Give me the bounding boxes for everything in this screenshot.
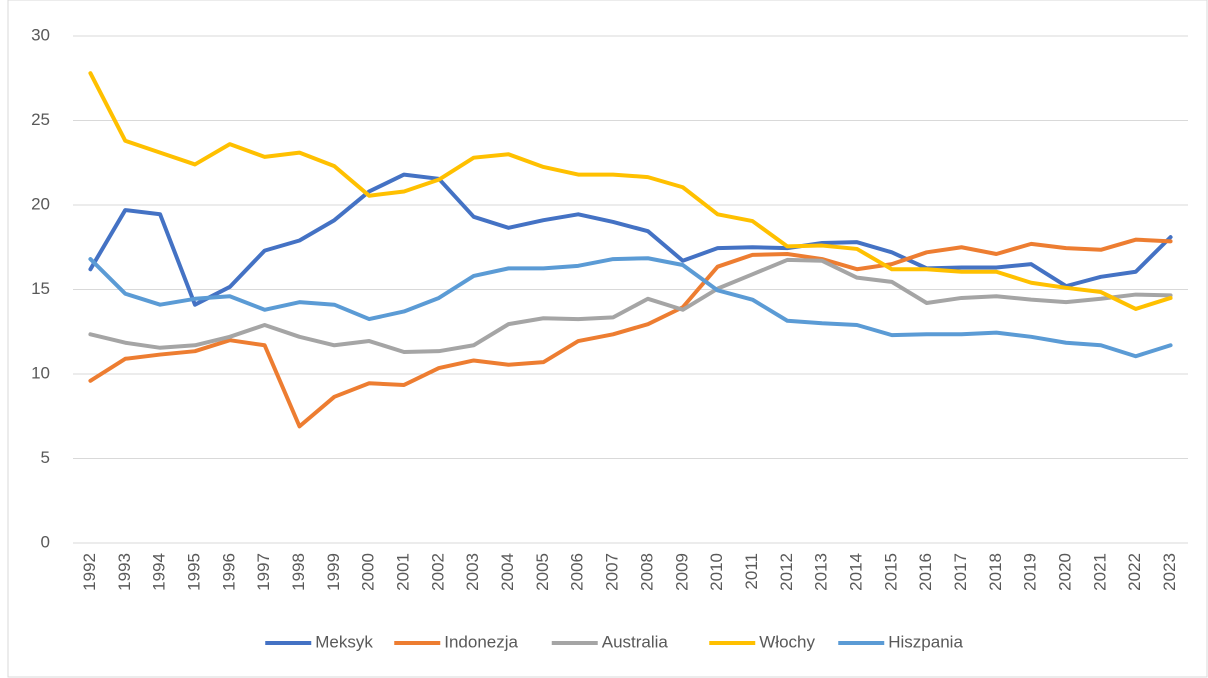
legend-label: Indonezja	[444, 632, 518, 651]
series-line	[88, 237, 1173, 429]
legend-label: Meksyk	[315, 632, 373, 651]
y-tick-label: 0	[41, 532, 50, 551]
y-tick-label: 30	[31, 25, 50, 44]
x-tick-label: 2022	[1125, 553, 1144, 591]
x-tick-label: 1993	[115, 553, 134, 591]
x-tick-label: 2008	[637, 553, 656, 591]
x-tick-label: 2018	[986, 553, 1005, 591]
x-tick-label: 2002	[428, 553, 447, 591]
legend-label: Hiszpania	[888, 632, 963, 651]
x-tick-label: 1994	[150, 553, 169, 591]
x-tick-label: 2023	[1160, 553, 1179, 591]
x-tick-label: 2019	[1021, 553, 1040, 591]
x-tick-label: 1995	[184, 553, 203, 591]
series-line	[88, 172, 1173, 307]
x-tick-label: 1999	[324, 553, 343, 591]
x-tick-label: 1998	[289, 553, 308, 591]
x-tick-label: 2009	[672, 553, 691, 591]
x-tick-label: 2004	[498, 553, 517, 591]
x-tick-label: 2000	[359, 553, 378, 591]
x-tick-label: 2014	[846, 553, 865, 591]
legend-label: Australia	[602, 632, 669, 651]
x-tick-label: 2020	[1056, 553, 1075, 591]
x-tick-label: 2015	[881, 553, 900, 591]
x-tick-label: 1997	[254, 553, 273, 591]
y-tick-label: 25	[31, 110, 50, 129]
y-tick-label: 15	[31, 279, 50, 298]
x-tick-label: 2003	[463, 553, 482, 591]
x-tick-label: 2017	[951, 553, 970, 591]
series-line	[88, 256, 1173, 359]
x-tick-label: 2012	[777, 553, 796, 591]
y-tick-label: 10	[31, 363, 50, 382]
series-line	[88, 257, 1173, 355]
x-tick-label: 2016	[916, 553, 935, 591]
x-tick-label: 1992	[80, 553, 99, 591]
y-tick-label: 20	[31, 194, 50, 213]
x-tick-label: 2001	[394, 553, 413, 591]
x-tick-label: 1996	[219, 553, 238, 591]
x-tick-label: 2021	[1090, 553, 1109, 591]
x-tick-label: 2013	[812, 553, 831, 591]
chart-frame	[7, 0, 1208, 678]
x-tick-label: 2005	[533, 553, 552, 591]
x-tick-label: 2006	[568, 553, 587, 591]
x-tick-label: 2011	[742, 553, 761, 590]
x-tick-label: 2010	[707, 553, 726, 591]
legend-label: Włochy	[759, 632, 815, 651]
series-line	[88, 71, 1173, 311]
y-tick-label: 5	[41, 448, 50, 467]
x-tick-label: 2007	[603, 553, 622, 591]
